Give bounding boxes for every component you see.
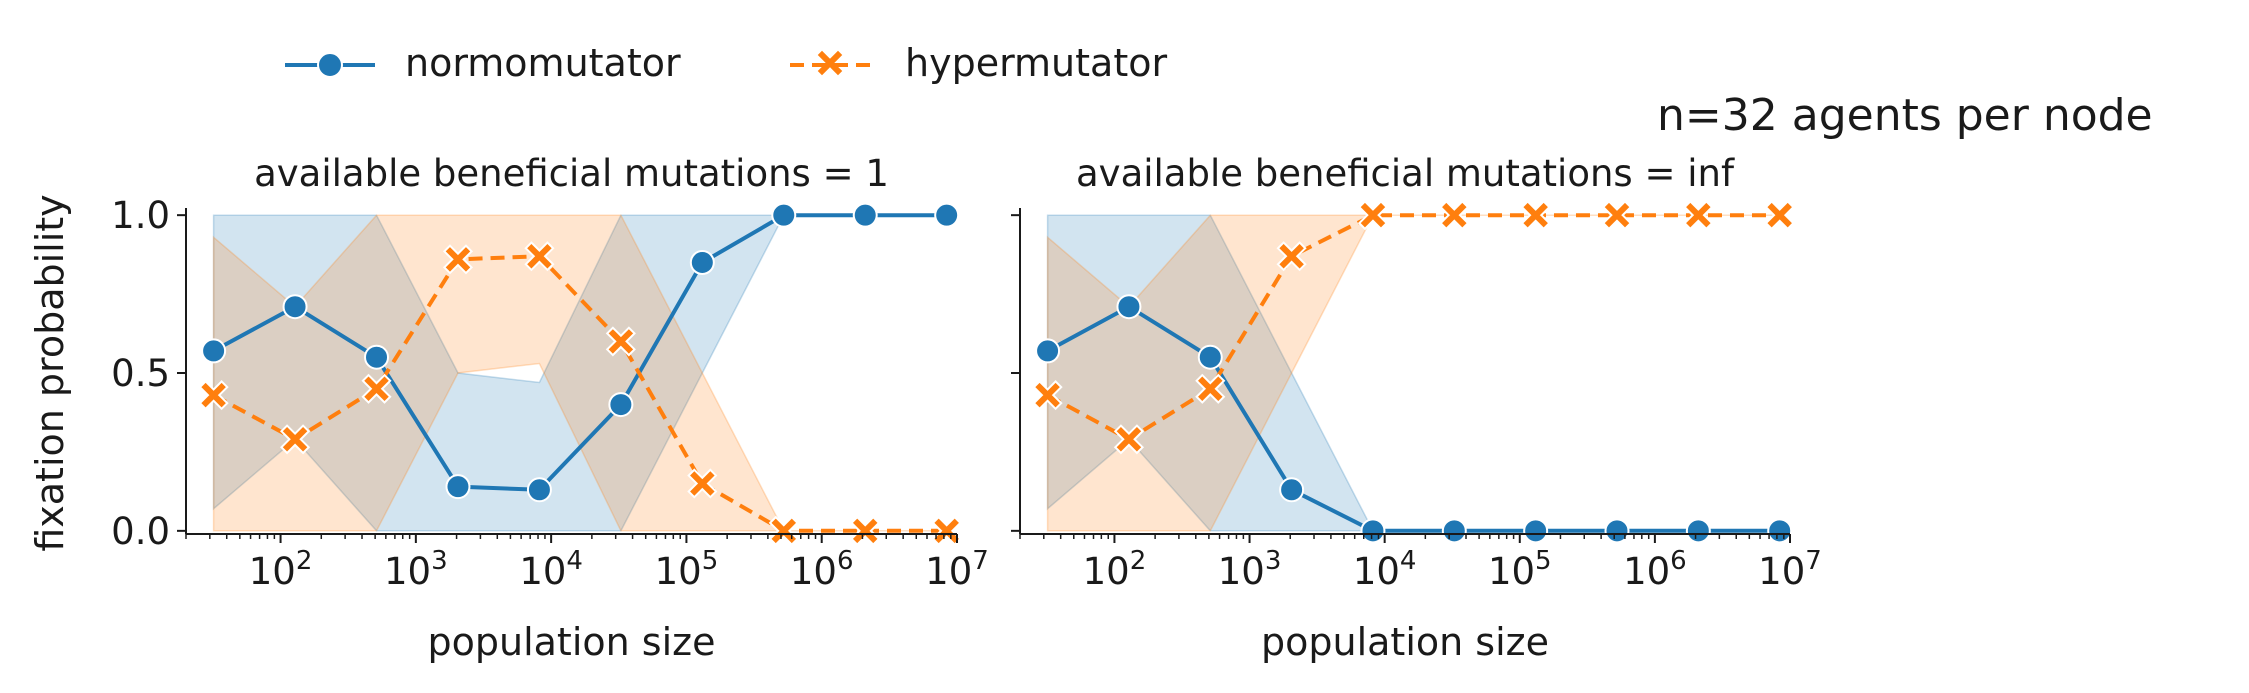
data-point-cross [934,518,959,544]
data-point-normomutator [1441,518,1467,544]
data-point-hypermutator [1764,200,1795,231]
data-point-cross [1116,427,1142,452]
x-tick-label: 103 [384,546,448,593]
data-point-cross [527,243,552,269]
legend-entry-normomutator: normomutator [285,41,681,85]
data-point-hypermutator [1601,200,1633,231]
x-tick-label: 105 [1488,546,1552,593]
data-point-cross [771,518,797,544]
x-tick-label: 104 [1353,546,1417,593]
data-point-normomutator [1116,294,1142,320]
x-tick-label: 104 [519,546,583,593]
x-axis-label: population size [428,620,716,664]
panel-title: available beneficial mutations = 1 [254,152,889,195]
legend-label-hypermutator: hypermutator [905,41,1167,85]
series-line-normomutator [1046,304,1780,533]
data-point-normomutator [445,474,471,500]
data-point-cross [282,427,308,452]
data-point-hypermutator [687,468,718,499]
y-tick-label: 0.0 [111,510,170,553]
x-tick-label: 102 [249,546,313,593]
x-tick-label: 103 [1218,546,1282,593]
x-tick-label: 107 [1758,546,1822,593]
data-point-hypermutator [850,515,881,546]
series-line-hypermutator [1046,213,1780,442]
data-point-cross [1360,202,1386,228]
y-axis-label: fixation probability [28,194,72,551]
x-tick-label: 106 [1623,546,1687,593]
data-point-normomutator [1197,344,1223,370]
data-point-normomutator [771,202,797,228]
data-point-hypermutator [279,424,311,455]
x-tick-label: 106 [790,546,854,593]
data-point-normomutator [1279,477,1305,503]
y-tick-label: 1.0 [111,194,170,237]
data-point-normomutator [852,202,878,228]
data-point-hypermutator [361,373,392,404]
data-point-hypermutator [524,241,555,272]
data-point-cross [364,376,389,402]
data-point-hypermutator [605,326,636,357]
data-point-cross [852,518,878,544]
data-point-cross [1442,202,1467,228]
data-point-normomutator [282,294,308,320]
data-point-normomutator [608,392,634,418]
data-point-hypermutator [1439,200,1470,231]
y-tick-label: 0.5 [111,352,170,395]
data-point-normomutator [526,477,552,503]
x-tick-label: 107 [925,546,989,593]
legend-label-normomutator: normomutator [405,41,681,85]
data-point-hypermutator [198,380,229,411]
data-point-normomutator [1604,518,1630,544]
legend: normomutator hypermutator [285,41,1167,85]
data-point-hypermutator [1276,241,1307,272]
data-point-hypermutator [1520,200,1551,231]
data-point-hypermutator [442,244,474,275]
data-point-normomutator [1360,518,1386,544]
x-tick-label: 102 [1083,546,1147,593]
series-line-hypermutator [212,254,947,533]
data-point-normomutator [1685,518,1711,544]
series-line-normomutator [212,213,947,492]
legend-marker-normomutator [317,52,343,78]
data-point-cross [1198,376,1223,402]
panel-title: available beneficial mutations = inf [1076,152,1735,195]
legend-marker-hypermutator [817,50,843,76]
data-point-hypermutator [768,515,799,546]
data-point-normomutator [1767,518,1793,544]
data-point-hypermutator [1113,424,1144,455]
data-point-hypermutator [1683,200,1714,231]
figure-suptitle: n=32 agents per node [1657,90,2153,141]
data-point-cross [201,382,226,408]
data-point-normomutator [689,250,715,276]
panel-beneficial-1: available beneficial mutations = 1 0.0 0.5… [28,152,989,664]
data-point-normomutator [934,202,960,228]
data-point-normomutator [364,344,390,370]
ci-band-hypermutator [212,214,947,532]
data-point-cross [608,329,634,354]
data-point-hypermutator [1195,373,1226,404]
data-point-cross [1604,202,1630,228]
legend-entry-hypermutator: hypermutator [790,41,1167,85]
data-point-hypermutator [1032,380,1063,411]
data-point-hypermutator [1357,200,1389,231]
data-point-cross [1523,202,1548,228]
data-point-normomutator [1035,338,1061,364]
data-point-cross [1767,202,1792,228]
data-point-hypermutator [931,515,962,546]
x-tick-label: 105 [655,546,719,593]
data-point-cross [1279,243,1304,269]
data-point-normomutator [201,338,227,364]
data-point-cross [690,471,715,496]
panel-beneficial-inf: available beneficial mutations = inf 102 1… [1011,152,1822,664]
data-point-cross [445,247,471,272]
data-point-cross [1035,382,1060,408]
data-point-normomutator [1523,518,1549,544]
x-axis-label: population size [1261,620,1549,664]
data-point-cross [1686,202,1711,228]
